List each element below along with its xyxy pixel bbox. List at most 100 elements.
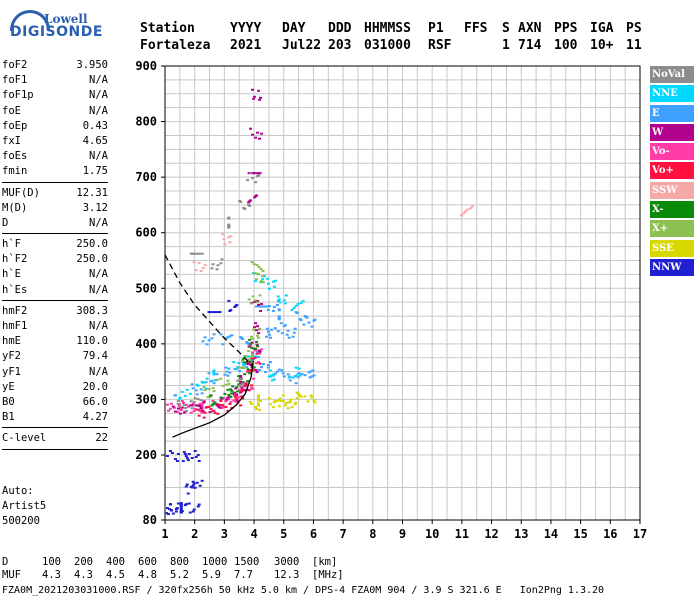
echo-point: [302, 323, 306, 326]
echo-point: [204, 381, 208, 384]
param-separator: [2, 233, 108, 235]
echo-point: [246, 383, 250, 386]
param-value: N/A: [89, 268, 108, 281]
echo-point: [252, 263, 256, 266]
param-label: foEp: [2, 119, 28, 132]
echo-point: [222, 238, 226, 241]
x-tick-label: 13: [514, 527, 528, 541]
echo-point: [175, 410, 179, 413]
echo-point: [227, 382, 231, 385]
param-separator: [2, 299, 108, 301]
echo-point: [196, 398, 200, 401]
echo-point: [227, 367, 231, 370]
echo-point: [267, 375, 271, 378]
echo-point: [183, 406, 187, 409]
echo-point: [234, 387, 238, 390]
echo-point: [276, 330, 280, 333]
echo-point: [256, 334, 260, 337]
echo-point: [258, 352, 262, 355]
echo-point: [259, 268, 263, 271]
echo-point: [231, 385, 235, 388]
legend-item: SSW: [650, 181, 694, 199]
echo-point: [250, 335, 254, 338]
param-label: B0: [2, 395, 15, 408]
echo-point: [201, 410, 205, 413]
echo-point: [283, 302, 287, 305]
echo-point: [267, 333, 271, 336]
echo-point: [181, 460, 185, 463]
x-tick-label: 11: [455, 527, 469, 541]
auto-line1: Auto:: [2, 485, 34, 497]
echo-point: [264, 335, 268, 338]
echo-point: [269, 328, 273, 331]
param-row: foF1p N/A: [2, 88, 108, 103]
echo-point: [288, 401, 292, 404]
echo-point: [186, 405, 190, 408]
param-label: yF2: [2, 350, 21, 363]
header-value-5: RSF: [428, 38, 452, 53]
echo-point: [258, 137, 262, 140]
echo-point: [240, 386, 244, 389]
echo-point: [249, 172, 253, 175]
echo-point: [266, 366, 270, 369]
distance-value: 100: [42, 556, 61, 568]
echo-point: [198, 484, 202, 487]
muf-distance-table: D 100 200 400 600 800 1000 1500 3000 [km] MUF 4.3 4.…: [2, 556, 382, 582]
echo-point: [247, 203, 251, 206]
echo-point: [185, 483, 189, 486]
echo-point: [251, 172, 255, 175]
echo-point: [207, 405, 211, 408]
echo-point: [200, 402, 204, 405]
echo-point: [245, 341, 249, 344]
echo-point: [184, 403, 188, 406]
echo-point: [171, 405, 175, 408]
echo-point: [273, 279, 277, 282]
echo-point: [219, 262, 223, 265]
echo-point: [269, 374, 273, 377]
echo-point: [254, 349, 258, 352]
x-tick-label: 5: [280, 527, 287, 541]
echo-point: [241, 359, 245, 362]
echo-point: [246, 363, 250, 366]
echo-point: [222, 397, 226, 400]
echo-point: [310, 396, 314, 399]
echo-point: [185, 388, 189, 391]
echo-point: [188, 404, 192, 407]
x-tick-label: 1: [161, 527, 168, 541]
echo-point: [215, 268, 219, 271]
echo-point: [249, 302, 253, 305]
muf-value: 4.3: [74, 569, 93, 581]
profile-trace-solid: [172, 360, 254, 438]
legend-item: X-: [650, 201, 694, 219]
distance-value: 400: [106, 556, 125, 568]
echo-point: [229, 401, 233, 404]
echo-point: [289, 398, 293, 401]
echo-point: [249, 199, 253, 202]
echo-point: [227, 226, 231, 229]
echo-point: [268, 403, 272, 406]
echo-point: [235, 368, 239, 371]
legend-item: Vo-: [650, 143, 694, 161]
echo-point: [187, 453, 191, 455]
polarization-legend: NoVal NNE E W Vo- Vo+ SSW X- X+ SSE NNW: [650, 66, 694, 278]
echo-point: [253, 172, 257, 175]
echo-point: [248, 338, 252, 341]
param-value: N/A: [89, 104, 108, 117]
echo-point: [257, 336, 261, 339]
echo-point: [220, 406, 224, 409]
echo-point: [256, 325, 260, 328]
param-value: N/A: [89, 320, 108, 332]
echo-point: [255, 343, 259, 346]
echo-point: [212, 382, 216, 385]
header-value-9: 100: [554, 38, 578, 53]
echo-point: [268, 369, 272, 372]
echo-point: [286, 401, 290, 404]
x-tick-label: 17: [633, 527, 647, 541]
echo-point: [198, 405, 202, 408]
x-tick-label: 6: [310, 527, 317, 541]
echo-point: [258, 172, 262, 175]
param-row: yE 20.0: [2, 380, 108, 395]
echo-point: [239, 383, 243, 386]
echo-point: [257, 303, 261, 306]
echo-point: [272, 305, 276, 308]
